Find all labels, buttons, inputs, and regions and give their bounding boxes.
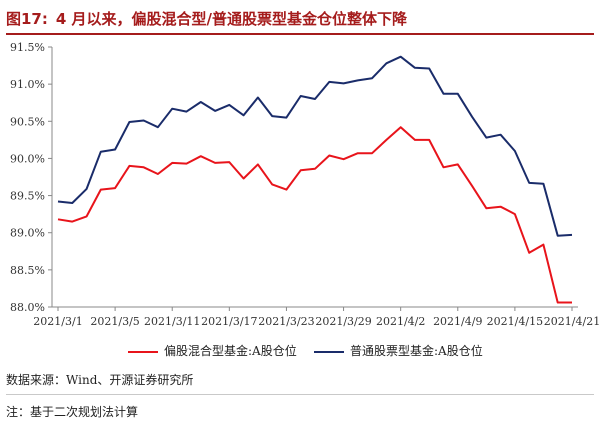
legend-label-hybrid: 偏股混合型基金:A股仓位: [164, 344, 297, 358]
series-lines: [57, 55, 573, 304]
y-tick-label: 90.5%: [10, 115, 45, 128]
x-tick-label: 2021/4/15: [487, 315, 543, 328]
figure-label: 图17:: [6, 10, 48, 28]
x-tick-label: 2021/4/2: [376, 315, 425, 328]
x-tick-label: 2021/3/29: [315, 315, 371, 328]
y-tick-label: 88.5%: [10, 264, 45, 277]
chart-legend: 偏股混合型基金:A股仓位 普通股票型基金:A股仓位: [0, 342, 600, 360]
figure-title-text: 4 月以来，偏股混合型/普通股票型基金仓位整体下降: [55, 10, 408, 28]
x-axis: 2021/3/1 2021/3/5 2021/3/11 2021/3/17 2021/3…: [33, 306, 600, 328]
x-tick-label: 2021/3/5: [90, 315, 139, 328]
x-tick-label: 2021/4/21: [544, 315, 600, 328]
legend-swatch-stock: [314, 350, 344, 353]
y-tick-label: 88.0%: [10, 301, 45, 314]
legend-item-stock: 普通股票型基金:A股仓位: [314, 342, 483, 360]
y-axis: 91.5% 91.0% 90.5% 90.0% 89.5% 89.0% 88.5% 88.0%: [10, 41, 53, 314]
source-text: 数据来源：Wind、开源证券研究所: [6, 373, 194, 387]
series-line-hybrid: [57, 126, 572, 304]
series-line-stock: [57, 55, 573, 237]
title-rule: [6, 33, 594, 35]
y-tick-label: 89.0%: [10, 227, 45, 240]
legend-label-stock: 普通股票型基金:A股仓位: [350, 344, 483, 358]
legend-item-hybrid: 偏股混合型基金:A股仓位: [128, 342, 297, 360]
figure-title: 图17: 4 月以来，偏股混合型/普通股票型基金仓位整体下降: [6, 6, 594, 32]
x-tick-label: 2021/3/11: [144, 315, 200, 328]
x-tick-label: 2021/3/23: [258, 315, 314, 328]
note-text: 注：基于二次规划法计算: [6, 405, 139, 419]
x-tick-label: 2021/3/17: [201, 315, 257, 328]
y-tick-label: 91.5%: [10, 41, 45, 54]
legend-swatch-hybrid: [128, 350, 158, 353]
source-rule: [6, 394, 594, 395]
line-chart: 91.5% 91.0% 90.5% 90.0% 89.5% 89.0% 88.5% 88.0%…: [10, 41, 600, 328]
x-tick-label: 2021/4/9: [433, 315, 482, 328]
y-tick-label: 89.5%: [10, 190, 45, 203]
y-tick-label: 91.0%: [10, 78, 45, 91]
x-tick-label: 2021/3/1: [33, 315, 82, 328]
y-tick-label: 90.0%: [10, 152, 45, 165]
